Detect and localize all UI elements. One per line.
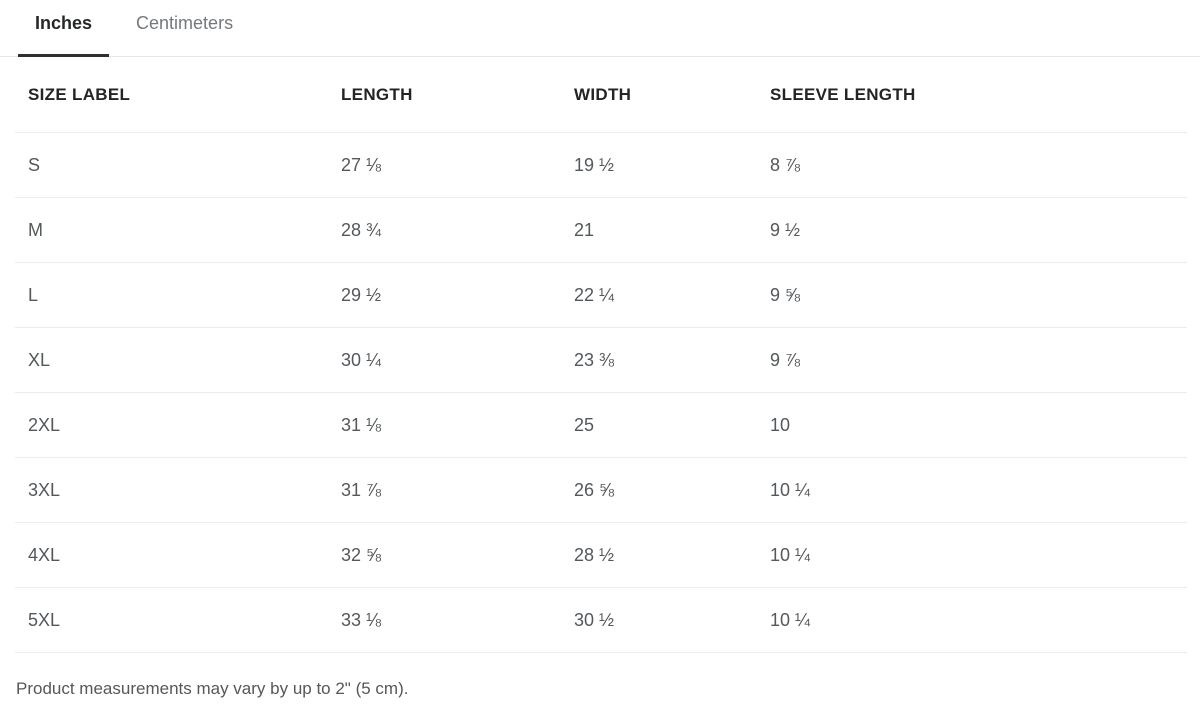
tab-centimeters[interactable]: Centimeters bbox=[136, 13, 234, 33]
cell-size-label: 5XL bbox=[28, 609, 61, 630]
unit-tabs: Inches Centimeters bbox=[0, 0, 1200, 57]
cell-sleeve-length: 10 ¼ bbox=[770, 479, 811, 500]
table-header-row: SIZE LABEL LENGTH WIDTH SLEEVE LENGTH bbox=[15, 57, 1187, 133]
table-row: 5XL 33 ⅛ 30 ½ 10 ¼ bbox=[15, 588, 1187, 653]
column-header-width: WIDTH bbox=[574, 84, 632, 104]
table-row: 3XL 31 ⅞ 26 ⅝ 10 ¼ bbox=[15, 458, 1187, 523]
table-row: L 29 ½ 22 ¼ 9 ⅝ bbox=[15, 263, 1187, 328]
cell-width: 26 ⅝ bbox=[574, 479, 615, 500]
cell-sleeve-length: 9 ⅝ bbox=[770, 284, 801, 305]
tab-inches[interactable]: Inches bbox=[18, 0, 110, 57]
cell-size-label: 3XL bbox=[28, 479, 61, 500]
cell-length: 31 ⅞ bbox=[341, 479, 382, 500]
cell-length: 29 ½ bbox=[341, 284, 382, 305]
cell-length: 30 ¼ bbox=[341, 349, 382, 370]
cell-length: 32 ⅝ bbox=[341, 544, 382, 565]
cell-sleeve-length: 10 bbox=[770, 414, 791, 435]
cell-size-label: XL bbox=[28, 349, 51, 370]
size-table: SIZE LABEL LENGTH WIDTH SLEEVE LENGTH S … bbox=[15, 57, 1187, 653]
table-row: 2XL 31 ⅛ 25 10 bbox=[15, 393, 1187, 458]
table-row: M 28 ¾ 21 9 ½ bbox=[15, 198, 1187, 263]
cell-size-label: 4XL bbox=[28, 544, 61, 565]
cell-sleeve-length: 9 ⅞ bbox=[770, 349, 801, 370]
cell-length: 28 ¾ bbox=[341, 219, 382, 240]
table-row: XL 30 ¼ 23 ⅜ 9 ⅞ bbox=[15, 328, 1187, 393]
cell-width: 19 ½ bbox=[574, 154, 615, 175]
cell-sleeve-length: 10 ¼ bbox=[770, 609, 811, 630]
cell-size-label: L bbox=[28, 284, 39, 305]
cell-width: 23 ⅜ bbox=[574, 349, 615, 370]
cell-length: 31 ⅛ bbox=[341, 414, 382, 435]
cell-width: 25 bbox=[574, 414, 595, 435]
cell-size-label: S bbox=[28, 154, 41, 175]
cell-width: 30 ½ bbox=[574, 609, 615, 630]
cell-width: 21 bbox=[574, 219, 595, 240]
table-row: S 27 ⅛ 19 ½ 8 ⅞ bbox=[15, 133, 1187, 198]
table-row: 4XL 32 ⅝ 28 ½ 10 ¼ bbox=[15, 523, 1187, 588]
cell-length: 27 ⅛ bbox=[341, 154, 382, 175]
cell-sleeve-length: 9 ½ bbox=[770, 219, 801, 240]
cell-size-label: M bbox=[28, 219, 43, 240]
cell-sleeve-length: 10 ¼ bbox=[770, 544, 811, 565]
column-header-sleeve-length: SLEEVE LENGTH bbox=[770, 84, 916, 104]
cell-width: 22 ¼ bbox=[574, 284, 615, 305]
cell-size-label: 2XL bbox=[28, 414, 61, 435]
cell-length: 33 ⅛ bbox=[341, 609, 382, 630]
column-header-size-label: SIZE LABEL bbox=[28, 84, 131, 104]
cell-width: 28 ½ bbox=[574, 544, 615, 565]
measurement-disclaimer: Product measurements may vary by up to 2… bbox=[16, 679, 409, 698]
column-header-length: LENGTH bbox=[341, 84, 413, 104]
cell-sleeve-length: 8 ⅞ bbox=[770, 154, 801, 175]
